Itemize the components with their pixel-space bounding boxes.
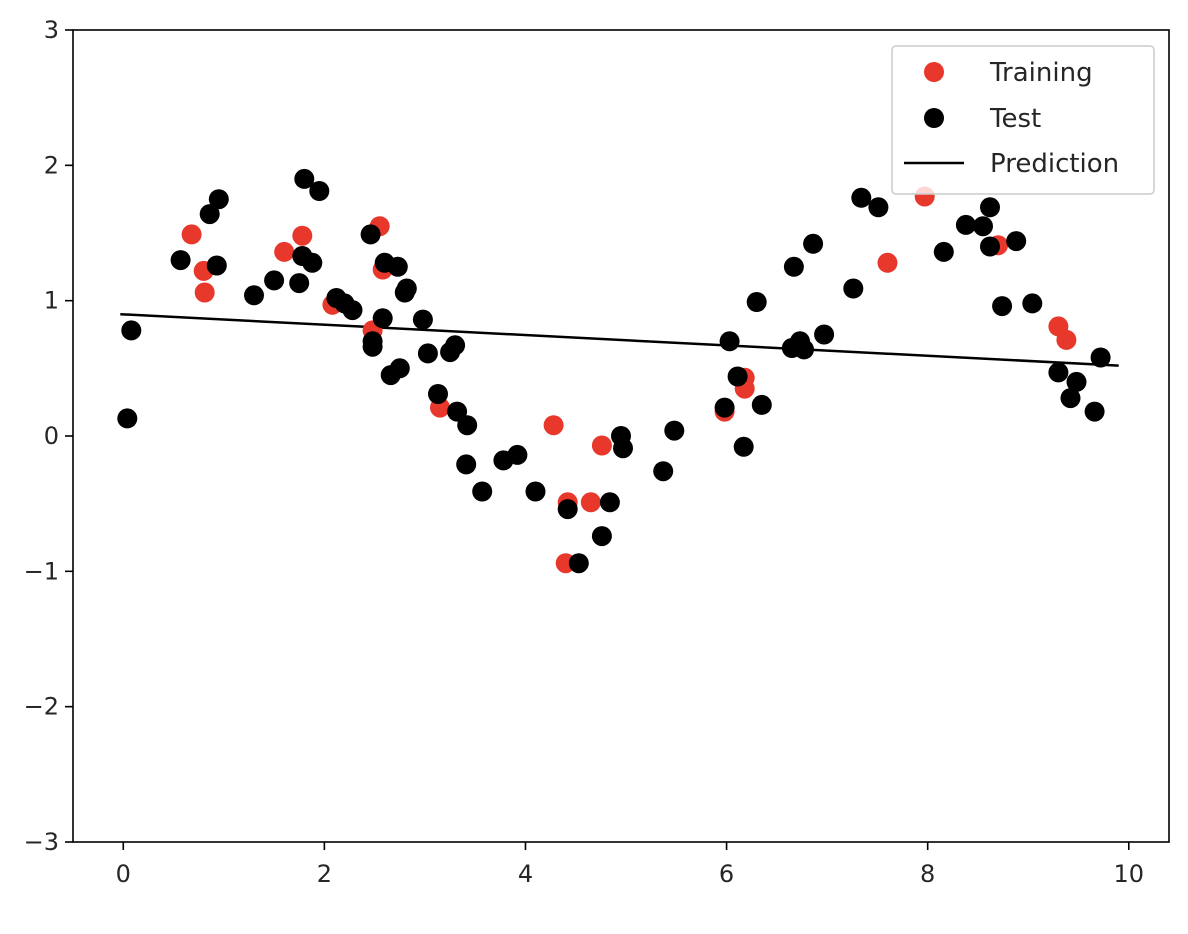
test-point (309, 181, 330, 201)
test-point (428, 384, 448, 404)
legend-marker-test (924, 108, 944, 128)
test-point (1048, 362, 1069, 383)
test-point (714, 397, 735, 418)
test-point (412, 309, 433, 330)
x-tick-label: 6 (719, 860, 734, 888)
test-point (264, 270, 285, 291)
test-point (613, 438, 633, 459)
test-point (360, 224, 381, 245)
test-point (814, 324, 835, 345)
x-axis: 0 2 4 6 8 10 (116, 842, 1144, 888)
test-point (1084, 401, 1105, 422)
training-point (181, 224, 202, 245)
test-point (121, 320, 142, 341)
test-point (794, 339, 814, 360)
test-point (746, 292, 767, 312)
test-point (289, 273, 310, 294)
legend-marker-training (924, 62, 944, 82)
test-point (417, 343, 438, 364)
test-point (206, 255, 227, 276)
training-point (580, 492, 601, 513)
test-point (302, 252, 323, 273)
test-point (992, 296, 1013, 317)
y-tick-label: 1 (44, 287, 59, 315)
test-point (933, 241, 954, 262)
training-point (1056, 329, 1077, 350)
y-tick-label: −3 (24, 828, 59, 856)
y-tick-label: 2 (44, 151, 59, 179)
legend: Training Test Prediction (891, 45, 1155, 195)
test-point (599, 492, 620, 513)
training-point (877, 252, 898, 273)
test-point (751, 394, 772, 415)
training-point (292, 225, 313, 246)
training-point (194, 282, 215, 303)
test-point (117, 408, 138, 429)
test-point (1090, 347, 1111, 368)
test-point (973, 216, 993, 237)
training-point (543, 415, 564, 436)
test-point (955, 214, 976, 235)
test-point (445, 335, 466, 356)
test-point (980, 236, 1000, 257)
test-point (372, 308, 393, 329)
test-point (362, 331, 383, 352)
test-point (868, 197, 889, 218)
test-point (733, 436, 754, 457)
training-point (274, 241, 295, 262)
plot-area (117, 168, 1119, 574)
test-point (851, 187, 872, 208)
test-point (342, 300, 363, 321)
x-tick-label: 0 (116, 860, 131, 888)
legend-label-test: Test (989, 104, 1041, 134)
training-point (591, 435, 612, 456)
test-point (783, 256, 804, 277)
legend-label-prediction: Prediction (990, 149, 1119, 179)
test-points-group (117, 168, 1111, 574)
test-point (170, 250, 191, 271)
prediction-line-group (120, 312, 1119, 367)
test-point (472, 481, 493, 502)
x-tick-label: 4 (518, 860, 533, 888)
y-tick-label: −2 (24, 693, 59, 721)
x-tick-label: 2 (317, 860, 332, 888)
test-point (843, 278, 864, 299)
test-point (1060, 388, 1081, 409)
y-axis: −3 −2 −1 0 1 2 3 (24, 16, 73, 856)
y-tick-label: 3 (44, 16, 59, 44)
test-point (727, 366, 748, 387)
test-point (980, 197, 1000, 218)
test-point (719, 331, 740, 352)
test-point (507, 444, 528, 465)
test-point (1066, 371, 1087, 392)
test-point (557, 499, 578, 520)
test-point (456, 454, 477, 475)
x-tick-label: 8 (920, 860, 935, 888)
test-point (244, 285, 264, 306)
test-point (294, 168, 315, 189)
test-point (591, 526, 612, 547)
test-point (664, 420, 685, 441)
legend-label-training: Training (989, 58, 1093, 88)
y-tick-label: −1 (24, 557, 59, 585)
test-point (653, 461, 674, 482)
test-point (1006, 231, 1027, 252)
y-tick-label: 0 (44, 422, 59, 450)
test-point (1022, 293, 1043, 314)
test-point (208, 189, 229, 210)
test-point (457, 415, 478, 436)
test-point (803, 233, 824, 254)
test-point (199, 204, 220, 225)
test-point (525, 481, 546, 502)
x-tick-label: 10 (1114, 860, 1145, 888)
test-point (389, 358, 410, 379)
legend-box (891, 45, 1155, 195)
test-point (387, 256, 408, 277)
test-point (396, 278, 417, 299)
test-point (568, 553, 589, 574)
prediction-line (120, 312, 1119, 367)
